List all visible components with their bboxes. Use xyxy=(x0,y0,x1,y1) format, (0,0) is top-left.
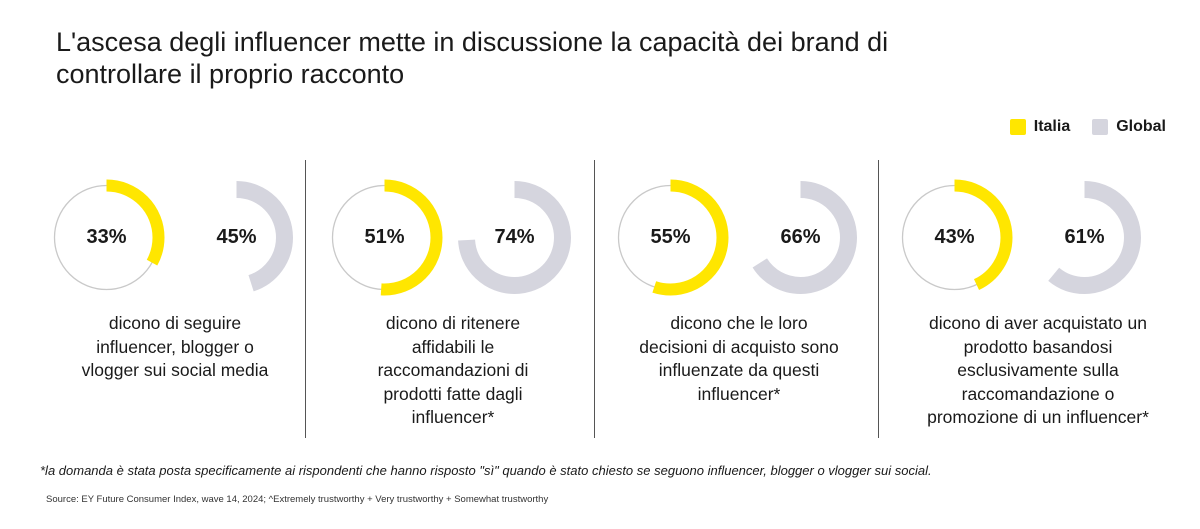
donut-italia: 43% xyxy=(892,175,1017,300)
footnote: *la domanda è stata posta specificamente… xyxy=(40,463,932,478)
donut-arc-global xyxy=(180,181,293,294)
donut-arc-italia xyxy=(326,179,443,296)
donut-value-label: 43% xyxy=(934,226,975,248)
donut-arc-italia xyxy=(896,179,1013,296)
panel-divider xyxy=(878,160,879,438)
donut-arc-global xyxy=(458,181,571,294)
donut-svg xyxy=(744,181,857,294)
donut-svg xyxy=(326,179,443,296)
chart-panel: 55% 66% dicono che le loro decisioni di ac… xyxy=(604,160,874,440)
donut-arc-italia xyxy=(48,179,165,296)
donut-value-label: 45% xyxy=(216,226,257,248)
legend-swatch-global xyxy=(1092,119,1109,135)
donut-value-label: 74% xyxy=(494,226,535,248)
donut-italia: 33% xyxy=(44,175,169,300)
panel-caption: dicono di seguire influencer, blogger o … xyxy=(81,313,269,380)
page-title: L'ascesa degli influencer mette in discu… xyxy=(56,27,889,89)
legend-label-global: Global xyxy=(1116,118,1166,135)
legend-label-italia: Italia xyxy=(1033,118,1071,135)
donut-value-label: 66% xyxy=(780,226,821,248)
donut-arc-global xyxy=(1028,181,1141,294)
legend-item-italia: Italia xyxy=(1009,118,1071,136)
source-note: Source: EY Future Consumer Index, wave 1… xyxy=(46,494,549,505)
donut-value-label: 33% xyxy=(86,226,127,248)
legend: Italia Global xyxy=(988,118,1166,136)
donut-global: 61% xyxy=(1022,175,1147,300)
donut-value-label: 61% xyxy=(1064,226,1105,248)
donut-italia: 55% xyxy=(608,175,733,300)
donut-svg xyxy=(1028,181,1141,294)
panel-divider xyxy=(305,160,306,438)
donut-svg xyxy=(612,179,729,296)
donut-svg xyxy=(180,181,293,294)
donut-value-label: 51% xyxy=(364,226,405,248)
panel-divider xyxy=(594,160,595,438)
donut-pair: 43% 61% xyxy=(888,175,1188,300)
donut-svg xyxy=(458,181,571,294)
legend-swatch-italia xyxy=(1009,119,1026,135)
donut-svg xyxy=(896,179,1013,296)
chart-panel: 43% 61% dicono di aver acquistato un prodo… xyxy=(888,160,1188,440)
donut-global: 45% xyxy=(174,175,299,300)
donut-pair: 33% 45% xyxy=(40,175,310,300)
panel-caption: dicono di aver acquistato un prodotto ba… xyxy=(927,313,1149,427)
donut-pair: 51% 74% xyxy=(318,175,588,300)
chart-panel: 51% 74% dicono di ritenere affidabili le r… xyxy=(318,160,588,440)
donut-arc-italia xyxy=(612,179,729,296)
donut-arc-global xyxy=(744,181,857,294)
donut-value-label: 55% xyxy=(650,226,691,248)
donut-svg xyxy=(48,179,165,296)
donut-global: 66% xyxy=(738,175,863,300)
legend-item-global: Global xyxy=(1092,118,1166,136)
donut-global: 74% xyxy=(452,175,577,300)
panel-caption: dicono di ritenere affidabili le raccoma… xyxy=(377,313,529,427)
donut-pair: 55% 66% xyxy=(604,175,874,300)
donut-italia: 51% xyxy=(322,175,447,300)
panel-caption: dicono che le loro decisioni di acquisto… xyxy=(639,313,839,404)
chart-panel: 33% 45% dicono di seguire influencer, blog… xyxy=(40,160,310,440)
